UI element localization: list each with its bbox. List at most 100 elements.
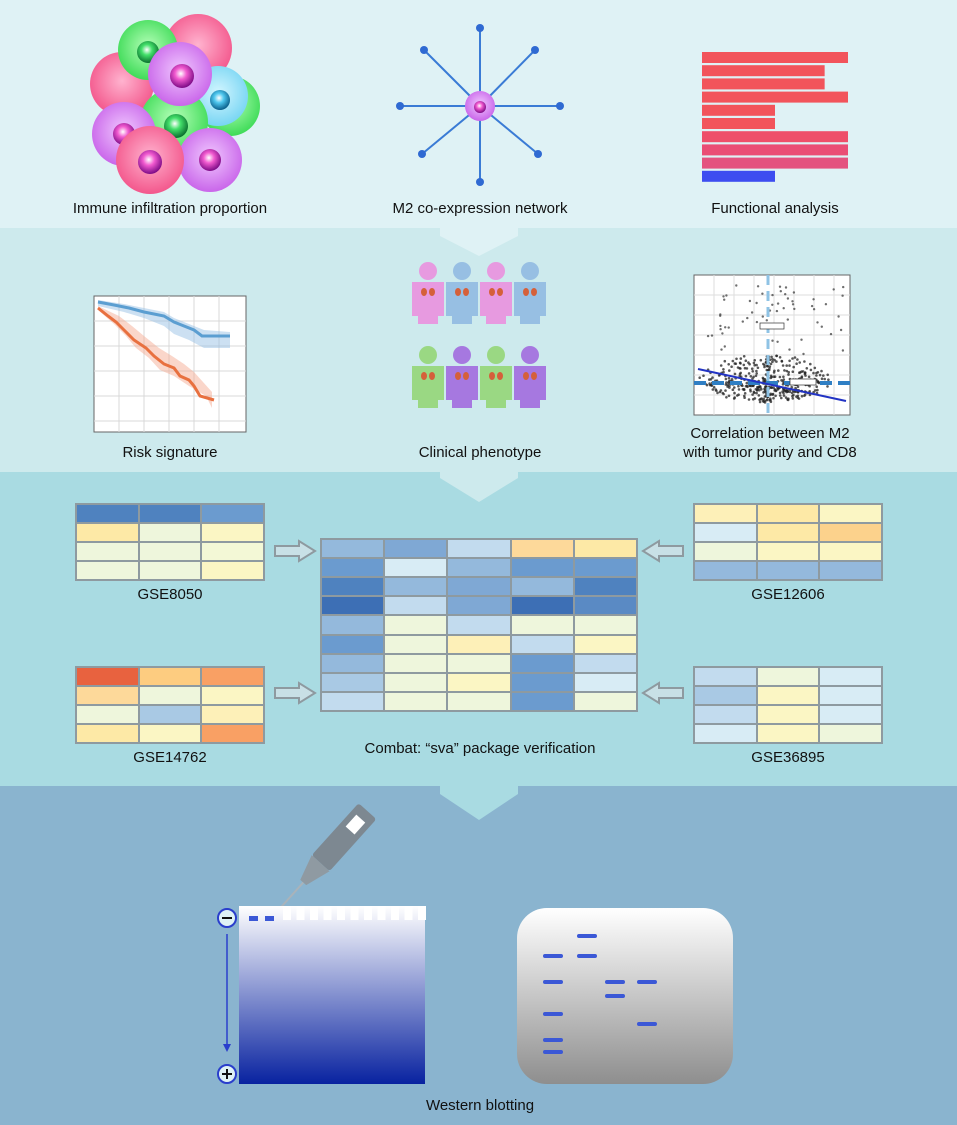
heatmap-cell <box>757 505 819 522</box>
scatter-point <box>747 398 751 401</box>
heatmap-cell <box>511 578 573 596</box>
heatmap-cell <box>448 616 510 634</box>
scatter-point <box>747 372 751 375</box>
scatter-point <box>728 369 731 372</box>
scatter-point <box>745 367 749 370</box>
scatter-point <box>792 365 795 369</box>
scatter-point <box>762 379 765 383</box>
scatter-point <box>739 362 742 365</box>
scatter-point <box>790 385 793 389</box>
scatter-point <box>759 358 763 362</box>
scatter-point <box>736 366 740 369</box>
scatter-point <box>698 376 701 379</box>
heatmap-cell <box>820 706 881 723</box>
scatter-point <box>774 389 778 393</box>
flow-arrow-3 <box>440 786 518 820</box>
heatmap-cell <box>385 654 447 672</box>
heatmap-cell <box>511 635 573 653</box>
scatter-point <box>712 386 716 389</box>
kidney-icon <box>523 372 529 380</box>
heatmap-gse12606 <box>693 503 883 581</box>
scatter-point <box>759 386 762 389</box>
scatter-point <box>787 397 790 400</box>
gel-well <box>404 906 413 920</box>
scatter-point <box>768 365 772 368</box>
scatter-point <box>822 374 825 377</box>
gel-well <box>350 906 359 920</box>
scatter-point <box>791 397 795 400</box>
scatter-point <box>746 316 749 320</box>
heatmap-cell <box>322 616 384 634</box>
heatmap-cell <box>448 559 510 577</box>
scatter-point <box>753 359 756 362</box>
scatter-point <box>733 396 736 399</box>
scatter-point <box>758 400 762 404</box>
functional-bar <box>702 118 775 129</box>
heatmap-cell <box>511 654 573 672</box>
scatter-point <box>723 298 726 301</box>
scatter-point <box>787 370 790 374</box>
heatmap-cell <box>574 692 636 710</box>
scatter-point <box>751 370 754 373</box>
heatmap-cell <box>77 668 138 685</box>
scatter-point <box>839 328 843 332</box>
functional-bar-chart <box>702 52 848 182</box>
person-head <box>453 346 471 364</box>
scatter-point <box>741 320 744 323</box>
person-head <box>521 346 539 364</box>
scatter-point <box>841 349 845 352</box>
scatter-point <box>761 292 764 295</box>
scatter-point <box>784 286 788 289</box>
scatter-point <box>823 377 826 381</box>
scatter-point <box>785 369 789 373</box>
scatter-point <box>776 340 779 343</box>
kidney-icon <box>421 372 427 380</box>
scatter-point <box>788 348 791 351</box>
scatter-point <box>763 395 767 398</box>
heatmap-cell <box>574 654 636 672</box>
panel-western-band <box>0 786 957 1125</box>
scatter-point <box>725 396 728 399</box>
heatmap-cell <box>202 543 263 560</box>
scatter-point <box>791 357 794 360</box>
functional-bar <box>702 52 848 63</box>
heatmap-cell <box>202 706 263 723</box>
heatmap-cell <box>139 668 201 685</box>
scatter-point <box>765 399 768 402</box>
heatmap-cell <box>695 562 756 579</box>
scatter-point <box>724 326 727 329</box>
scatter-point <box>722 368 725 371</box>
person-legs <box>520 400 540 408</box>
scatter-point <box>778 356 782 359</box>
heatmap-cell <box>511 616 573 634</box>
flow-arrow-2 <box>440 472 518 502</box>
scatter-point <box>754 374 758 378</box>
scatter-point <box>815 385 818 388</box>
kidney-icon <box>531 288 537 296</box>
heatmap-cell <box>385 540 447 558</box>
merge-arrow-bottom-right <box>641 681 684 705</box>
scatter-point <box>743 366 747 370</box>
scatter-point <box>752 375 755 379</box>
scatter-point <box>820 377 824 380</box>
m2-network-illustration <box>396 24 564 186</box>
scatter-point <box>744 359 748 362</box>
blot-band <box>543 980 563 984</box>
scatter-point <box>739 371 742 375</box>
scatter-point <box>784 396 788 399</box>
scatter-point <box>727 376 731 380</box>
scatter-point <box>727 394 731 398</box>
scatter-point <box>756 285 760 288</box>
heatmap-cell <box>757 668 819 685</box>
scatter-point <box>743 396 746 399</box>
functional-bar <box>702 157 848 169</box>
kidney-icon <box>497 372 503 380</box>
scatter-point <box>809 362 812 366</box>
blot-band <box>605 980 625 984</box>
scatter-point <box>783 389 787 392</box>
scatter-point <box>723 359 727 363</box>
heatmap-cell <box>511 597 573 615</box>
blot-band <box>577 954 597 958</box>
scatter-point <box>796 394 800 398</box>
scatter-point <box>706 334 710 338</box>
